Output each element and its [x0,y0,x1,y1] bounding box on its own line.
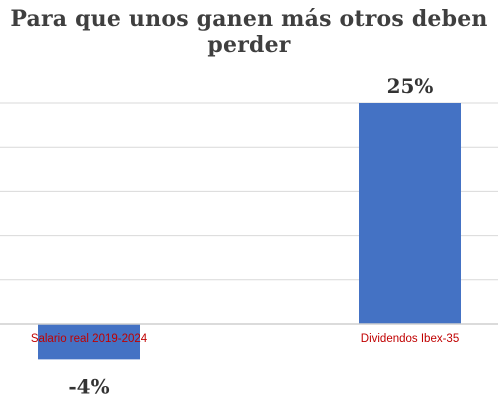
chart-title: Para que unos ganen más otros deben perd… [10,6,488,58]
data-label: 25% [387,74,434,98]
bar [38,324,140,360]
category-label: Salario real 2019-2024 [31,333,148,345]
data-label: -4% [68,374,109,398]
bar [359,103,461,324]
category-label: Dividendos Ibex-35 [361,333,459,345]
